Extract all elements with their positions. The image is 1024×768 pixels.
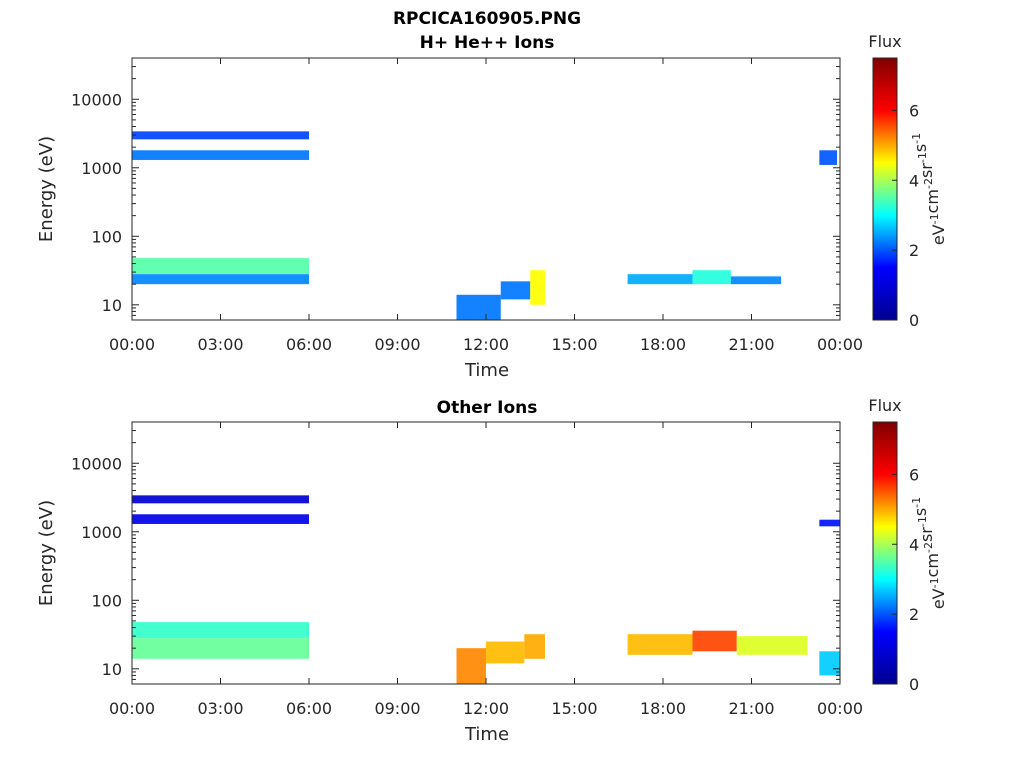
flux-region <box>132 258 309 275</box>
flux-region <box>692 270 731 285</box>
x-tick-label: 03:00 <box>197 335 243 354</box>
y-tick-label: 100 <box>91 591 122 610</box>
flux-region <box>500 281 531 300</box>
x-tick-label: 09:00 <box>374 335 420 354</box>
x-tick-label: 09:00 <box>374 699 420 718</box>
x-axis: 00:00 03:00 06:00 09:00 12:00 15:00 18:00 21:00… <box>109 422 863 718</box>
y-axis: 10 100 1000 10000 <box>71 421 840 685</box>
colorbar-tick-label: 6 <box>909 465 919 484</box>
flux-region <box>692 630 737 652</box>
y-tick-label: 10000 <box>71 90 122 109</box>
x-axis-label: Time <box>464 360 509 381</box>
spectrogram-plot-area <box>131 421 841 685</box>
x-tick-label: 03:00 <box>197 699 243 718</box>
y-axis: 10 100 1000 10000 <box>71 57 840 321</box>
figure-title: RPCICA160905.PNG <box>393 9 581 29</box>
x-axis: 00:00 03:00 06:00 09:00 12:00 15:00 18:00 21:00… <box>109 58 863 354</box>
flux-region <box>132 131 309 140</box>
colorbar-tick-label: 4 <box>909 535 919 554</box>
flux-region <box>132 150 309 160</box>
colorbar-tick-label: 0 <box>909 311 919 330</box>
x-tick-label: 06:00 <box>286 335 332 354</box>
colorbar-tick-label: 6 <box>909 101 919 120</box>
y-tick-label: 10 <box>102 660 122 679</box>
colorbar-title: Flux <box>868 32 901 51</box>
y-tick-label: 1000 <box>81 159 122 178</box>
x-tick-label: 00:00 <box>109 335 155 354</box>
colorbar-gradient <box>872 57 898 321</box>
flux-region <box>730 276 781 285</box>
x-axis-label: Time <box>464 724 509 745</box>
x-tick-label: 15:00 <box>551 335 597 354</box>
flux-region <box>486 641 525 664</box>
flux-region <box>819 519 840 527</box>
y-tick-label: 10 <box>102 296 122 315</box>
y-tick-label: 10000 <box>71 454 122 473</box>
x-tick-label: 00:00 <box>817 335 863 354</box>
flux-region <box>627 634 693 655</box>
colorbar: 0 2 4 6 eV-1cm-2sr-1s-1 <box>872 421 948 694</box>
flux-region <box>132 274 309 285</box>
flux-region <box>132 638 309 659</box>
x-tick-label: 06:00 <box>286 699 332 718</box>
colorbar-tick-label: 0 <box>909 675 919 694</box>
flux-region <box>456 648 486 684</box>
x-tick-label: 12:00 <box>463 335 509 354</box>
x-tick-label: 15:00 <box>551 699 597 718</box>
colorbar-tick-label: 4 <box>909 171 919 190</box>
colorbar-unit-label: eV-1cm-2sr-1s-1 <box>910 133 948 245</box>
flux-region <box>627 274 693 285</box>
x-tick-label: 18:00 <box>640 699 686 718</box>
y-axis-label: Energy (eV) <box>36 500 57 606</box>
flux-region <box>132 622 309 639</box>
panel-title: Other Ions <box>437 398 538 418</box>
flux-region <box>132 514 309 524</box>
flux-region <box>530 270 545 305</box>
colorbar-gradient <box>872 421 898 685</box>
colorbar-tick-label: 2 <box>909 605 919 624</box>
x-tick-label: 12:00 <box>463 699 509 718</box>
colorbar-title: Flux <box>868 396 901 415</box>
panel-other-ions: Other Ions 00:00 03:00 06:00 09:00 12:00 15:0… <box>36 396 948 745</box>
y-tick-label: 1000 <box>81 523 122 542</box>
flux-region <box>524 634 545 659</box>
flux-region <box>456 294 501 320</box>
x-tick-label: 18:00 <box>640 335 686 354</box>
x-tick-label: 21:00 <box>728 699 774 718</box>
y-axis-label: Energy (eV) <box>36 136 57 242</box>
flux-region <box>819 150 838 165</box>
panel-h-he-ions: H+ He++ Ions 00:00 03:00 06:00 09:00 12:00 15… <box>36 32 948 381</box>
flux-region <box>819 651 840 676</box>
colorbar: 0 2 4 6 eV-1cm-2sr-1s-1 <box>872 57 948 330</box>
colorbar-unit-label: eV-1cm-2sr-1s-1 <box>910 497 948 609</box>
flux-region <box>132 495 309 504</box>
y-tick-label: 100 <box>91 227 122 246</box>
panel-title: H+ He++ Ions <box>420 33 555 53</box>
colorbar-tick-label: 2 <box>909 241 919 260</box>
flux-region <box>736 636 808 655</box>
x-tick-label: 21:00 <box>728 335 774 354</box>
spectrogram-plot-area <box>131 57 841 321</box>
x-tick-label: 00:00 <box>817 699 863 718</box>
x-tick-label: 00:00 <box>109 699 155 718</box>
